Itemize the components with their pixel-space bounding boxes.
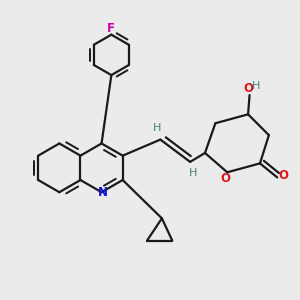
Text: O: O — [279, 169, 289, 182]
Text: O: O — [243, 82, 253, 95]
Text: H: H — [252, 80, 260, 91]
Text: N: N — [98, 186, 108, 199]
Text: O: O — [221, 172, 231, 185]
Text: H: H — [189, 168, 197, 178]
Text: H: H — [153, 123, 162, 133]
Text: F: F — [107, 22, 116, 34]
